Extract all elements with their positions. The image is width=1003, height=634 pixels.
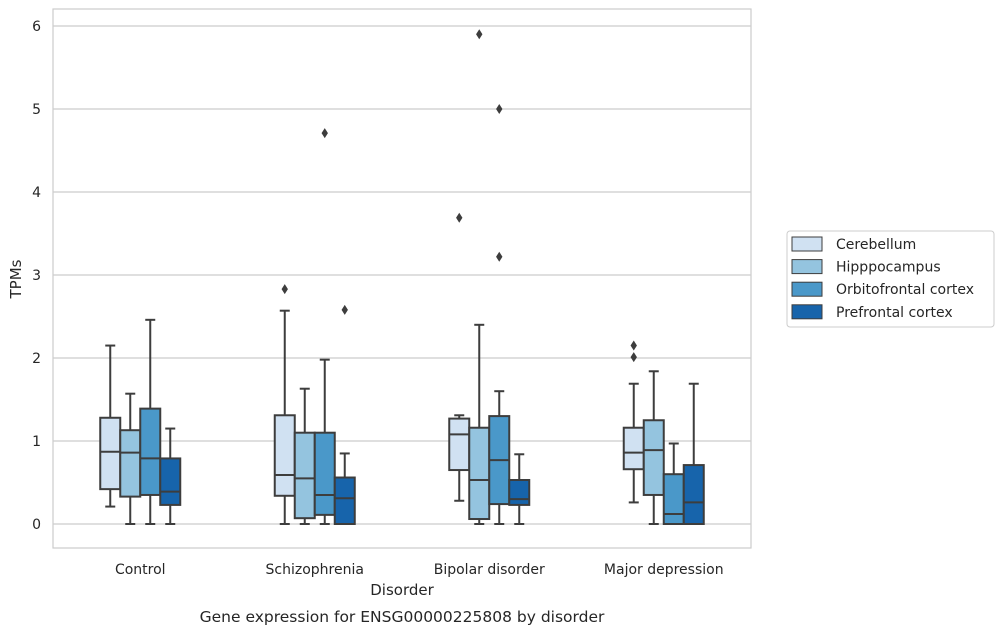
box-2-2	[488, 104, 511, 525]
x-tick-label: Major depression	[604, 562, 724, 578]
y-tick-label: 6	[32, 19, 41, 35]
legend: Cerebellum Hipppocampus Orbitofrontal cort…	[786, 230, 995, 328]
box-0-3	[159, 427, 182, 525]
legend-frame	[786, 230, 995, 328]
y-tick-label: 0	[32, 517, 41, 533]
iqr-box	[448, 417, 471, 472]
outlier-point	[496, 251, 503, 262]
y-tick-label: 1	[32, 434, 41, 450]
box-3-1	[642, 370, 665, 525]
x-tick-label: Bipolar disorder	[434, 562, 545, 578]
iqr-box	[622, 426, 645, 471]
box-2-0	[448, 212, 471, 502]
iqr-box	[313, 431, 336, 516]
box-0-2	[139, 318, 162, 525]
iqr-box	[293, 431, 316, 520]
iqr-box	[508, 479, 531, 506]
y-axis-title: TPMs	[7, 259, 25, 299]
iqr-box	[468, 426, 491, 521]
y-tick-label: 4	[32, 185, 41, 201]
box-2-3	[508, 453, 531, 525]
outlier-point	[321, 128, 328, 139]
legend-label: Cerebellum	[836, 237, 916, 253]
outlier-point	[341, 304, 348, 315]
outlier-point	[630, 340, 637, 351]
iqr-box	[159, 457, 182, 506]
box-1-3	[333, 304, 356, 525]
iqr-box	[99, 416, 122, 491]
iqr-box	[642, 419, 665, 496]
legend-swatch	[791, 259, 823, 275]
y-tick-label: 3	[32, 268, 41, 284]
legend-swatch	[791, 304, 823, 320]
outlier-point	[476, 29, 483, 40]
y-tick-label: 5	[32, 102, 41, 118]
outlier-point	[630, 352, 637, 363]
iqr-box	[333, 476, 356, 525]
box-1-0	[273, 284, 296, 525]
iqr-box	[662, 473, 685, 526]
chart-caption: Gene expression for ENSG00000225808 by d…	[200, 608, 605, 626]
legend-label: Orbitofrontal cortex	[836, 282, 974, 298]
x-tick-labels: Control Schizophrenia Bipolar disorder Majo…	[115, 562, 724, 578]
iqr-box	[119, 429, 142, 498]
iqr-box	[273, 414, 296, 497]
y-tick-labels: 0 1 2 3 4 5 6	[32, 19, 41, 533]
box-3-2	[662, 442, 685, 526]
box-3-3	[682, 382, 705, 526]
outlier-point	[496, 104, 503, 114]
legend-swatch	[791, 236, 823, 252]
x-axis-title: Disorder	[370, 581, 434, 599]
y-tick-label: 2	[32, 351, 41, 367]
box-1-2	[313, 128, 336, 525]
x-tick-label: Schizophrenia	[266, 562, 364, 578]
iqr-box	[139, 407, 162, 496]
legend-label: Prefrontal cortex	[836, 305, 953, 321]
iqr-box	[682, 464, 705, 526]
legend-label: Hipppocampus	[836, 260, 941, 276]
box-groups	[99, 29, 705, 526]
x-tick-label: Control	[115, 562, 166, 578]
legend-swatch	[791, 281, 823, 297]
outlier-point	[456, 212, 463, 223]
outlier-point	[281, 284, 288, 295]
